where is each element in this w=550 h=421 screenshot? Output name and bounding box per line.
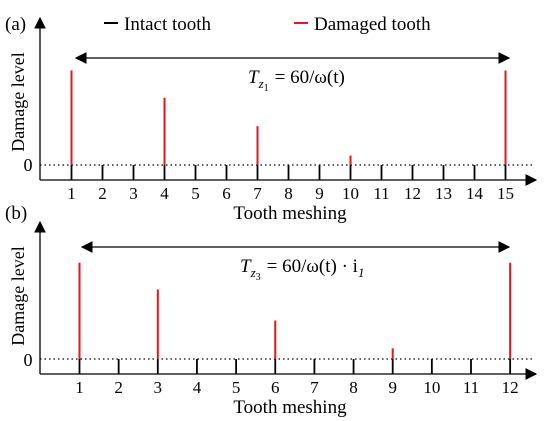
panel-b-ticks: [78, 359, 512, 374]
panel-b-xtick-label-3: 3: [154, 378, 163, 397]
panel-b-ylabel: Damage level: [8, 246, 28, 345]
panel-b-xtick-label-8: 8: [349, 378, 358, 397]
panel-a-ticks: [70, 165, 507, 180]
panel-b-bars: [78, 262, 512, 359]
panel-a-xtick-label-2: 2: [98, 184, 107, 203]
panel-b-formula-rhs: = 60/ω(t) · i: [267, 256, 358, 277]
panel-b-formula-sub: z: [250, 265, 256, 280]
panel-b-formula-rhs-sub: 1: [358, 265, 365, 280]
panel-a-label: (a): [5, 14, 26, 35]
panel-b-xtick-label-2: 2: [114, 378, 123, 397]
panel-b-xlabel: Tooth meshing: [233, 397, 347, 418]
panel-b-xtick-label-11: 11: [463, 378, 479, 397]
panel-a: (a) 0 Damage level 1 2 3 4 5 6 7 8 9 10 11 12 13 14 15…: [5, 14, 538, 224]
panel-b-formula-subsub: 3: [256, 272, 261, 283]
panel-b-xtick-label-12: 12: [502, 378, 519, 397]
legend-damaged-label: Damaged tooth: [314, 14, 431, 35]
panel-b-formula-T: T: [240, 256, 252, 277]
panel-a-xtick-label-3: 3: [129, 184, 138, 203]
panel-a-xtick-label-7: 7: [253, 184, 262, 203]
panel-a-xtick-label-6: 6: [222, 184, 231, 203]
panel-a-ylabel: Damage level: [8, 52, 28, 151]
panel-a-formula-T: T: [248, 67, 260, 88]
legend-intact-label: Intact tooth: [124, 14, 212, 35]
panel-a-xtick-label-1: 1: [67, 184, 76, 203]
panel-a-formula-sub: z: [258, 76, 264, 91]
panel-a-xtick-label-13: 13: [435, 184, 452, 203]
panel-a-formula-rhs: = 60/ω(t): [275, 67, 345, 88]
panel-a-bars: [70, 70, 507, 165]
panel-b-xtick-label-4: 4: [193, 378, 202, 397]
panel-b-xtick-label-1: 1: [75, 378, 84, 397]
panel-b-xtick-label-10: 10: [423, 378, 440, 397]
panel-b-xtick-label-9: 9: [388, 378, 397, 397]
panel-a-xtick-label-14: 14: [466, 184, 484, 203]
panel-b-ytick-zero: 0: [24, 350, 33, 370]
panel-b-formula: Tz3 = 60/ω(t) · i1: [240, 256, 364, 283]
panel-a-xtick-label-4: 4: [160, 184, 169, 203]
panel-a-xtick-label-9: 9: [315, 184, 324, 203]
panel-a-formula-subsub: 1: [264, 83, 269, 94]
panel-b-xtick-labels: 1 2 3 4 5 6 7 8 9 10 11 12: [75, 378, 518, 397]
panel-a-xtick-label-5: 5: [191, 184, 200, 203]
panel-a-formula: Tz1 = 60/ω(t): [248, 67, 345, 94]
panel-b-label: (b): [5, 203, 27, 224]
legend: Intact tooth Damaged tooth: [104, 14, 431, 35]
panel-a-xtick-labels: 1 2 3 4 5 6 7 8 9 10 11 12 13 14 15: [67, 184, 514, 203]
panel-b: (b) 0 Damage level 1 2 3 4 5 6 7 8 9 10 11 12 Tooth…: [5, 203, 538, 418]
panel-a-xtick-label-8: 8: [284, 184, 293, 203]
panel-a-xtick-label-15: 15: [497, 184, 514, 203]
panel-a-xtick-label-11: 11: [373, 184, 389, 203]
panel-a-xlabel: Tooth meshing: [233, 203, 347, 224]
panel-b-xtick-label-6: 6: [271, 378, 280, 397]
panel-a-xtick-label-12: 12: [404, 184, 421, 203]
panel-a-ytick-zero: 0: [24, 155, 33, 175]
panel-b-xtick-label-5: 5: [232, 378, 241, 397]
panel-a-xtick-label-10: 10: [342, 184, 359, 203]
panel-b-xtick-label-7: 7: [310, 378, 319, 397]
